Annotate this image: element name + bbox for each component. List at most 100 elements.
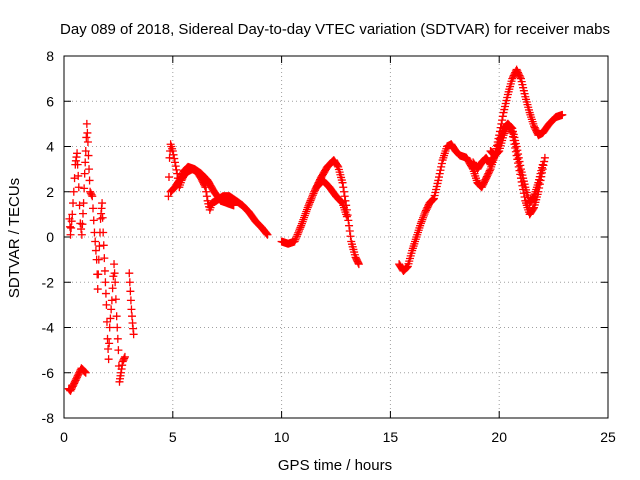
data-point <box>110 260 119 269</box>
data-point <box>437 162 446 171</box>
data-point <box>170 154 179 163</box>
data-point <box>120 354 129 363</box>
y-tick-label: 2 <box>46 184 54 200</box>
y-tick-label: -4 <box>42 320 55 336</box>
data-point <box>434 176 443 185</box>
series-trace-d <box>164 140 272 239</box>
data-point <box>107 296 116 305</box>
data-point <box>164 173 173 182</box>
series-trace-j <box>486 119 547 208</box>
data-point <box>354 258 363 267</box>
data-point <box>102 317 111 326</box>
data-point <box>105 339 114 348</box>
data-point <box>428 196 437 205</box>
data-point <box>500 129 509 138</box>
data-point <box>81 367 90 376</box>
data-point <box>69 187 78 196</box>
data-point <box>113 323 122 332</box>
data-point <box>402 263 411 272</box>
data-point <box>494 147 503 156</box>
data-point <box>303 203 312 212</box>
data-point <box>80 367 89 376</box>
data-point <box>81 158 90 167</box>
data-point <box>73 149 82 158</box>
data-point <box>104 344 113 353</box>
data-point <box>114 346 123 355</box>
data-point <box>300 211 309 220</box>
data-point <box>107 305 116 314</box>
data-point <box>68 210 77 219</box>
data-point <box>108 284 117 293</box>
data-point <box>94 270 103 279</box>
data-point <box>514 150 523 159</box>
data-point <box>125 269 134 278</box>
data-point <box>294 228 303 237</box>
data-point <box>111 295 120 304</box>
data-point <box>171 162 180 171</box>
data-series <box>64 65 567 395</box>
x-tick-label: 25 <box>600 429 616 445</box>
data-point <box>89 216 98 225</box>
data-point <box>437 159 446 168</box>
data-point <box>293 230 302 239</box>
data-point <box>104 355 113 364</box>
data-point <box>127 305 136 314</box>
y-axis-label: SDTVAR / TECUs <box>6 178 23 298</box>
data-point <box>202 187 211 196</box>
data-point <box>308 191 317 200</box>
data-point <box>435 169 444 178</box>
data-point <box>67 223 76 232</box>
data-point <box>498 116 507 125</box>
data-point <box>506 122 515 131</box>
data-point <box>80 184 89 193</box>
data-point <box>516 73 525 82</box>
data-point <box>485 166 494 175</box>
y-tick-label: 6 <box>46 93 54 109</box>
data-point <box>308 193 317 202</box>
data-point <box>83 128 92 137</box>
data-point <box>85 165 94 174</box>
data-point <box>103 334 112 343</box>
x-tick-label: 15 <box>383 429 399 445</box>
data-point <box>66 230 75 239</box>
data-point <box>91 246 100 255</box>
data-point <box>168 147 177 156</box>
data-point <box>77 230 86 239</box>
data-point <box>82 133 91 142</box>
data-point <box>292 232 301 241</box>
data-point <box>493 148 502 157</box>
data-point <box>296 223 305 232</box>
data-point <box>76 219 85 228</box>
data-point <box>540 153 549 162</box>
data-point <box>84 151 93 160</box>
data-point <box>501 125 510 134</box>
chart-title: Day 089 of 2018, Sidereal Day-to-day VTE… <box>60 21 610 38</box>
data-point <box>403 263 412 272</box>
data-point <box>164 192 173 201</box>
data-point <box>85 176 94 185</box>
data-point <box>65 222 74 231</box>
data-point <box>263 230 272 239</box>
data-point <box>105 323 114 332</box>
data-point <box>88 192 97 201</box>
data-point <box>94 255 103 264</box>
data-point <box>126 296 135 305</box>
data-point <box>129 330 138 339</box>
data-point <box>79 209 88 218</box>
data-point <box>101 289 110 298</box>
data-point <box>344 216 353 225</box>
data-point <box>529 193 538 202</box>
data-point <box>291 235 300 244</box>
data-point <box>125 278 134 287</box>
data-point <box>102 300 111 309</box>
data-point <box>112 312 121 321</box>
data-point <box>170 158 179 167</box>
data-point <box>302 205 311 214</box>
data-point <box>300 213 309 222</box>
data-point <box>499 131 508 140</box>
data-point <box>434 173 443 182</box>
data-point <box>416 219 425 228</box>
data-point <box>297 221 306 230</box>
x-tick-label: 0 <box>60 429 68 445</box>
data-point <box>514 153 523 162</box>
